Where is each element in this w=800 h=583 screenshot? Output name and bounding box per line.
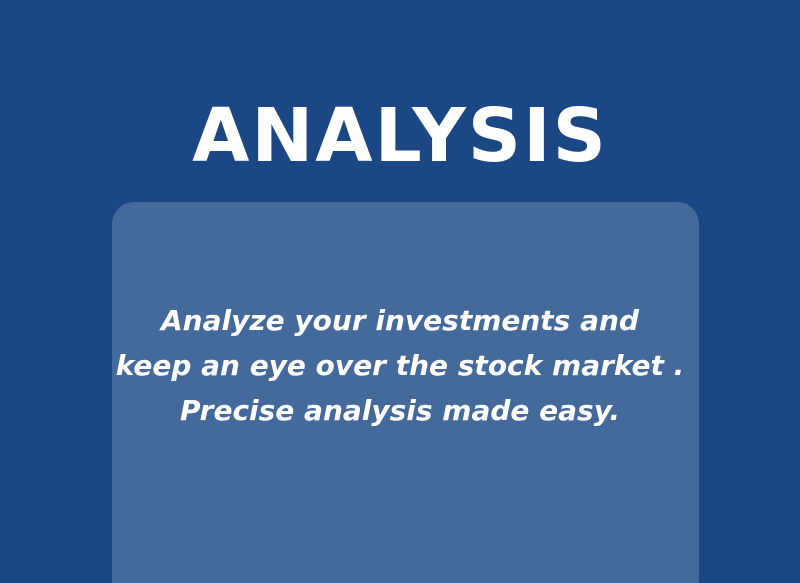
description-text: Analyze your investments and keep an eye… bbox=[0, 298, 800, 433]
description-card bbox=[112, 202, 699, 583]
page-title: ANALYSIS bbox=[192, 93, 608, 179]
description-line: Analyze your investments and bbox=[161, 304, 639, 337]
description-line: Precise analysis made easy. bbox=[179, 394, 621, 427]
description-line: keep an eye over the stock market . bbox=[115, 349, 685, 382]
